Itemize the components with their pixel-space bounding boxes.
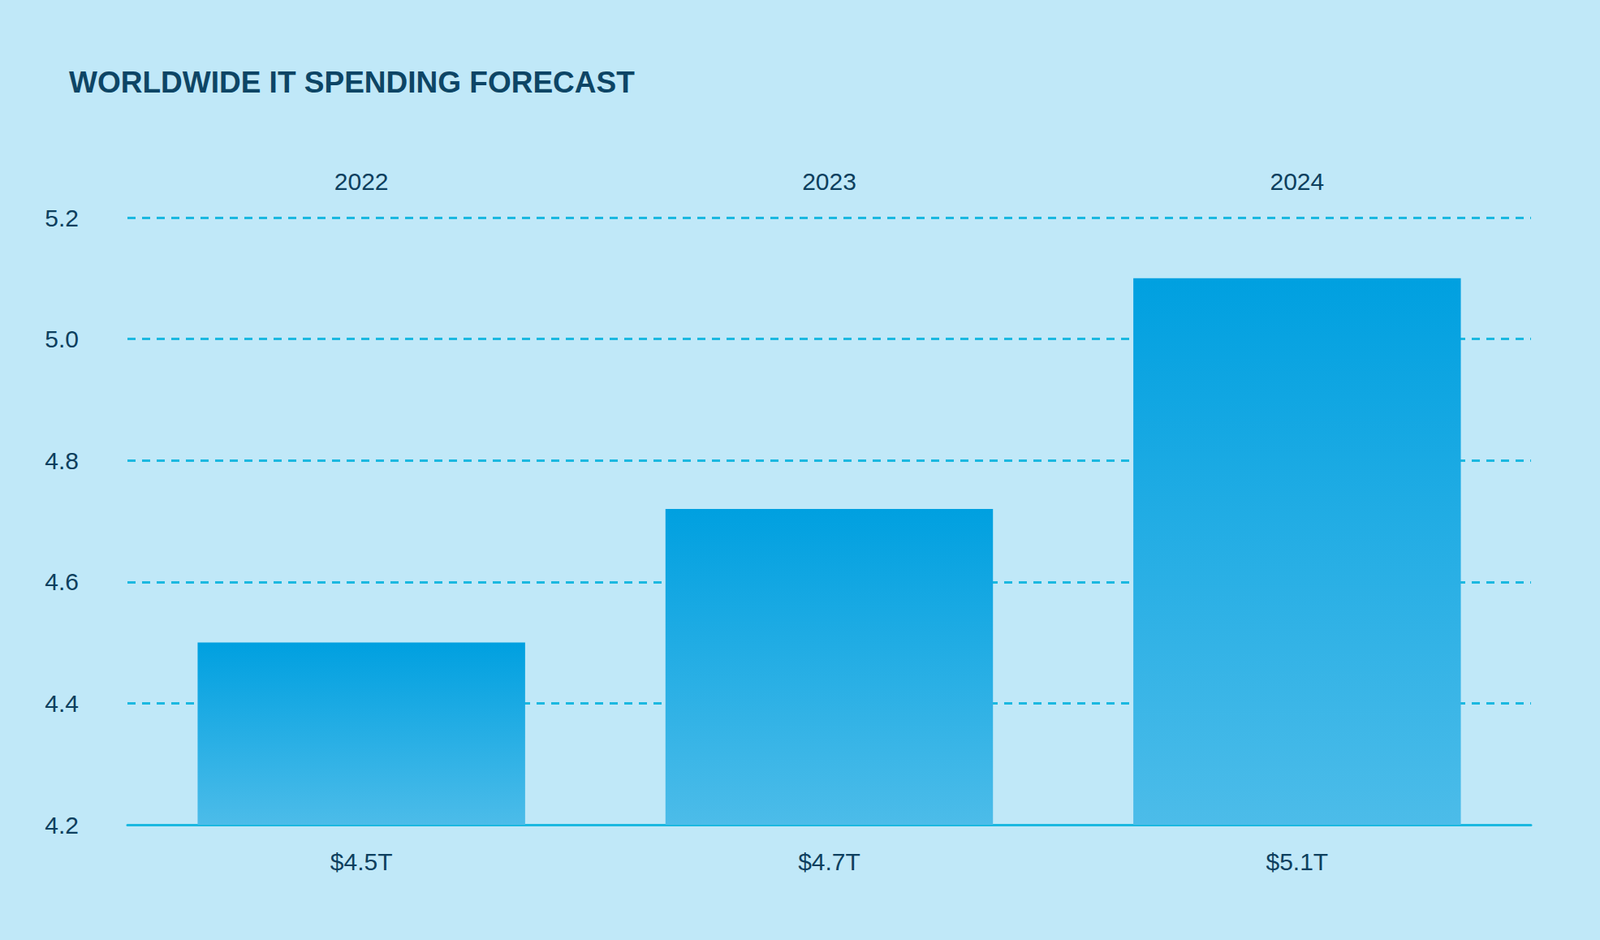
svg-text:4.8: 4.8: [44, 447, 79, 475]
svg-text:4.6: 4.6: [44, 568, 79, 596]
svg-text:$5.1T: $5.1T: [1265, 848, 1329, 876]
svg-text:4.4: 4.4: [44, 690, 79, 717]
svg-text:$4.7T: $4.7T: [797, 848, 861, 876]
svg-text:2023: 2023: [802, 168, 857, 195]
svg-text:2024: 2024: [1269, 168, 1324, 195]
svg-text:5.0: 5.0: [44, 325, 79, 353]
svg-text:WORLDWIDE IT SPENDING FORECAST: WORLDWIDE IT SPENDING FORECAST: [69, 65, 635, 100]
svg-text:2022: 2022: [334, 168, 389, 195]
svg-text:5.2: 5.2: [44, 204, 79, 232]
svg-text:4.2: 4.2: [44, 811, 79, 839]
svg-text:$4.5T: $4.5T: [330, 848, 393, 876]
